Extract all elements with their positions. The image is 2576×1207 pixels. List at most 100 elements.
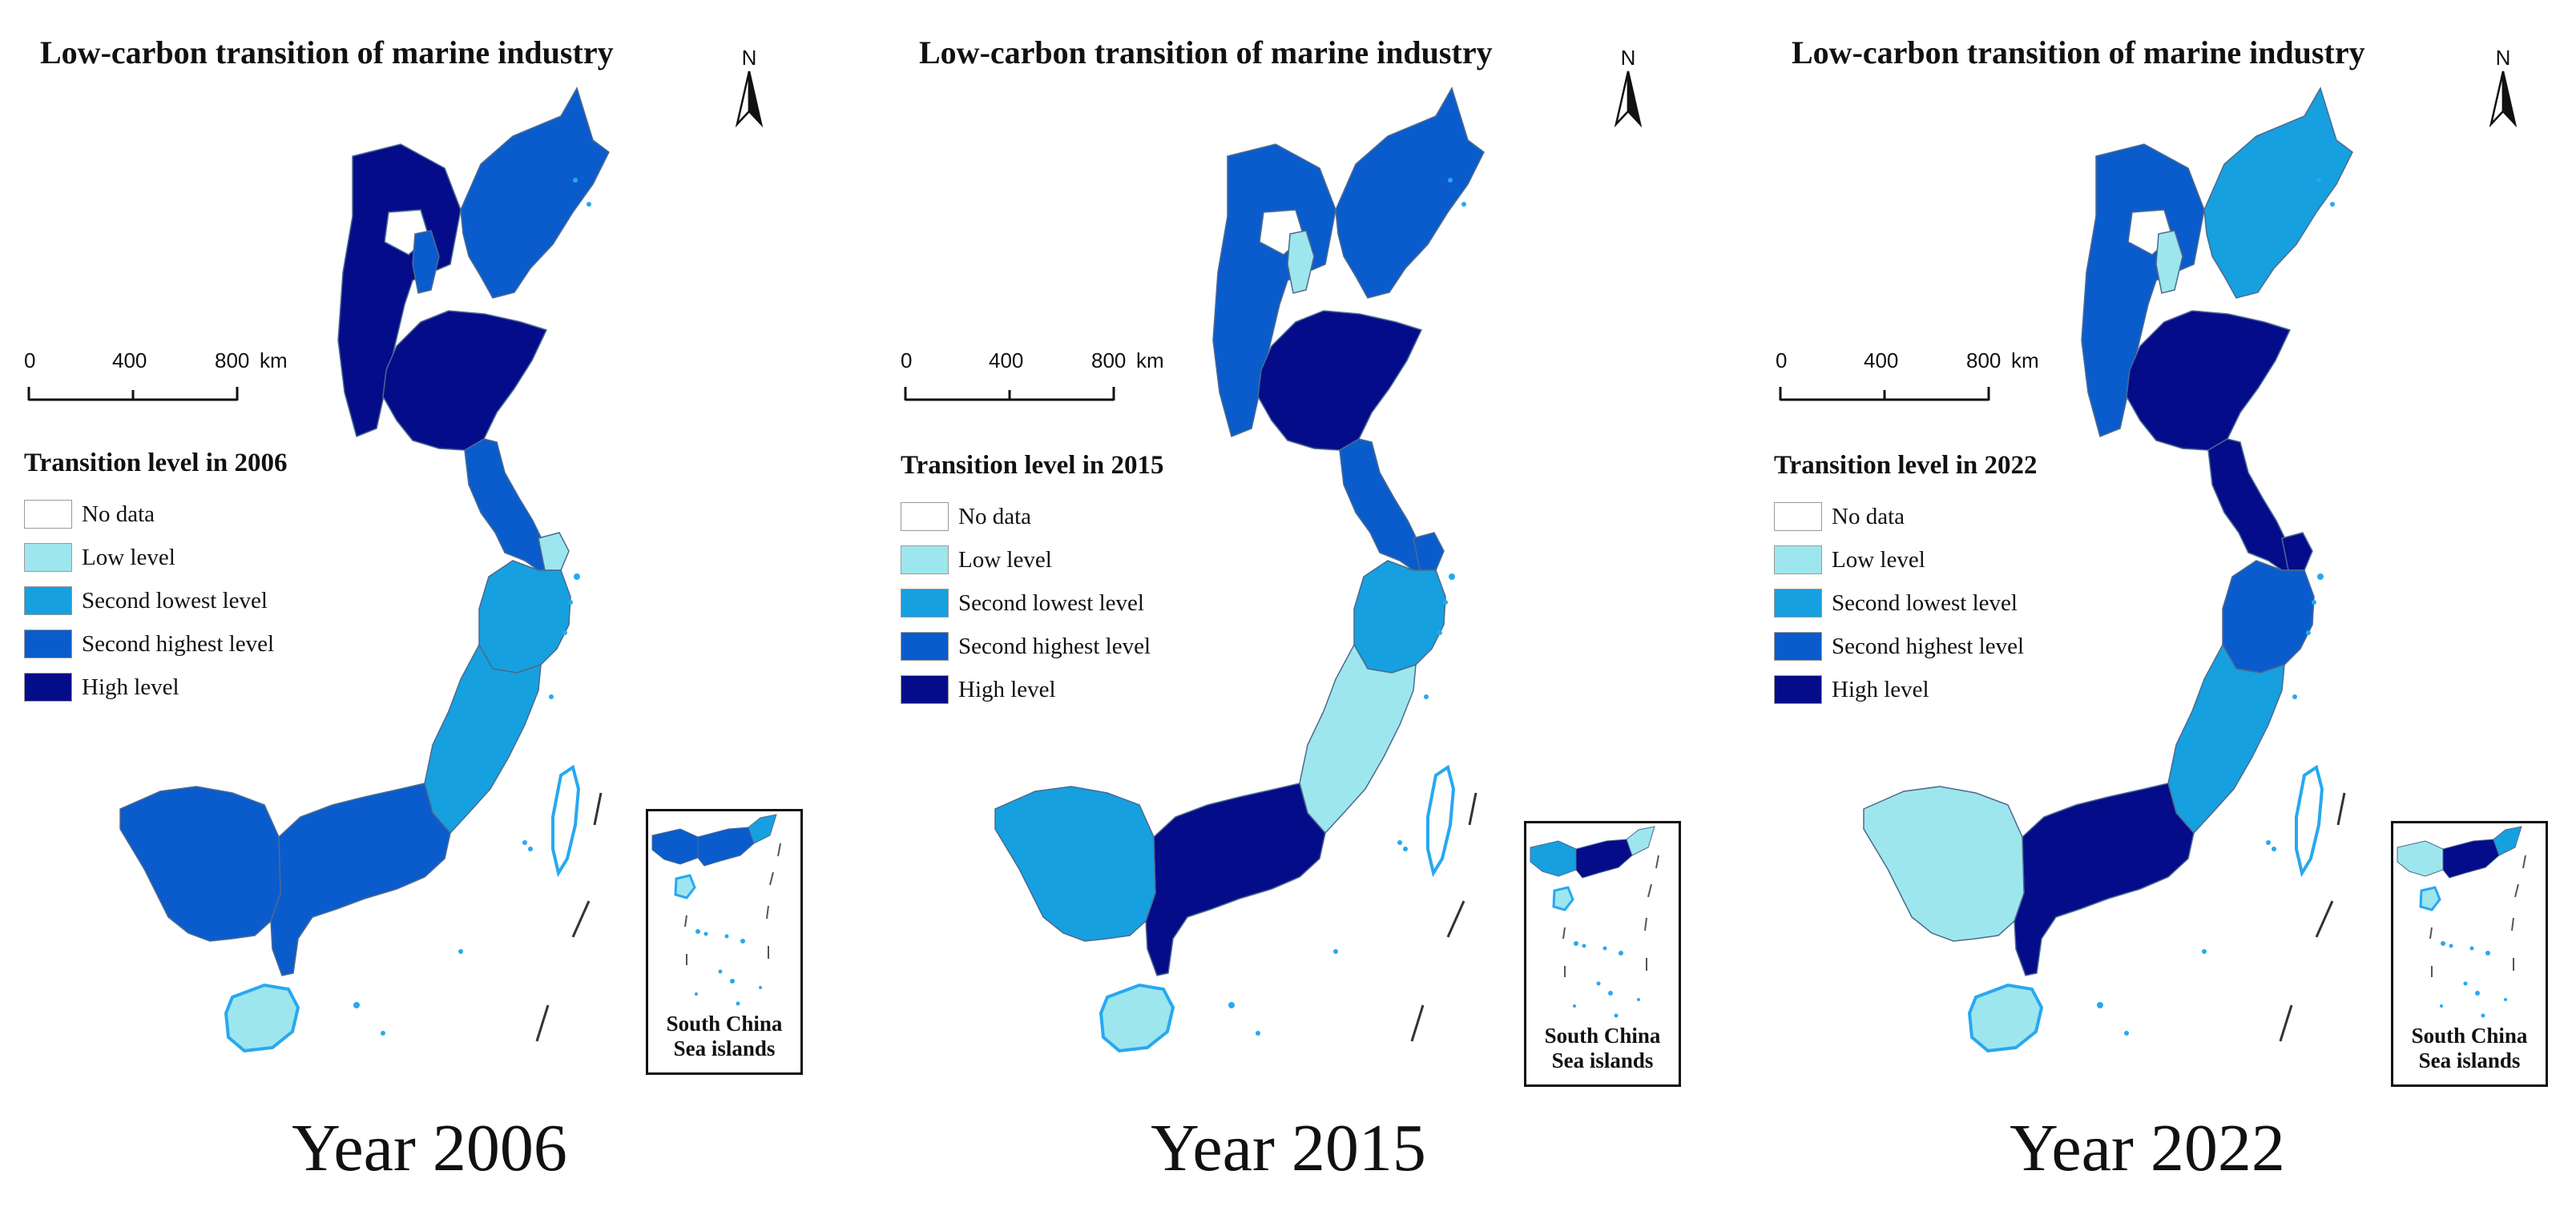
coastal-islets xyxy=(2097,178,2335,1036)
island-taiwan xyxy=(1426,764,1456,878)
legend-swatch xyxy=(901,502,949,531)
inset-guangdong xyxy=(2442,839,2500,879)
legend-label: High level xyxy=(1832,676,1929,702)
legend-label: Low level xyxy=(958,546,1052,573)
province-fujian xyxy=(2167,643,2285,835)
legend-swatch xyxy=(1774,502,1822,531)
legend-title: Transition level in 2015 xyxy=(901,451,1164,480)
maritime-boundary-dashes xyxy=(535,792,603,1042)
province-shandong xyxy=(382,310,548,451)
legend-label: Second lowest level xyxy=(958,589,1144,616)
map-panel-2: Low-carbon transition of marine industry… xyxy=(859,0,1718,1207)
scale-tick-800: 800 xyxy=(1091,348,1127,372)
inset-dashes xyxy=(1562,855,1659,977)
inset-map xyxy=(1530,826,1659,1018)
legend-item-second-lowest: Second lowest level xyxy=(24,579,361,622)
scale-bar: 0 400 800 km xyxy=(1774,348,2062,420)
legend-label: Second lowest level xyxy=(82,587,268,614)
scale-tick-0: 0 xyxy=(901,348,913,372)
legend-item-low: Low level xyxy=(24,536,361,579)
legend-label: Second highest level xyxy=(1832,633,2025,659)
south-china-sea-inset: South China Sea islands xyxy=(2391,821,2548,1087)
legend-item-low: Low level xyxy=(1774,538,2110,581)
north-arrow-icon: N xyxy=(729,44,769,136)
north-label: N xyxy=(742,46,757,70)
province-zhejiang xyxy=(1353,560,1446,674)
scale-bar: 0 400 800 km xyxy=(899,348,1187,420)
scale-ruler xyxy=(27,387,239,401)
legend-swatch xyxy=(901,675,949,704)
province-zhejiang xyxy=(2222,560,2315,674)
maritime-boundary-dashes xyxy=(1410,792,1477,1042)
legend-item-high: High level xyxy=(24,666,361,709)
province-guangxi xyxy=(1863,786,2025,942)
legend-swatch xyxy=(24,500,72,529)
scale-tick-0: 0 xyxy=(24,348,36,372)
province-jiangsu xyxy=(464,438,554,571)
inset-label-line1: South China xyxy=(1544,1023,1661,1048)
legend-label: High level xyxy=(82,674,179,700)
province-liaoning xyxy=(1335,87,1485,299)
scale-tick-400: 400 xyxy=(989,348,1024,372)
province-guangdong xyxy=(270,783,451,976)
legend-label: No data xyxy=(958,503,1031,529)
legend-swatch xyxy=(24,630,72,658)
inset-label: South China Sea islands xyxy=(2393,1024,2546,1073)
legend-item-second-highest: Second highest level xyxy=(24,622,361,666)
scale-tick-800: 800 xyxy=(1966,348,2002,372)
province-zhejiang xyxy=(478,560,571,674)
province-liaoning xyxy=(2203,87,2353,299)
province-liaoning xyxy=(460,87,610,299)
province-tianjin xyxy=(2155,230,2183,294)
legend-item-no-data: No data xyxy=(901,495,1237,538)
map-title: Low-carbon transition of marine industry xyxy=(40,34,614,70)
inset-fujian xyxy=(1626,826,1655,856)
legend-item-high: High level xyxy=(1774,668,2110,711)
inset-label-line2: Sea islands xyxy=(673,1036,776,1060)
north-label: N xyxy=(1621,46,1636,70)
south-china-sea-inset: South China Sea islands xyxy=(1524,821,1681,1087)
map-panel-1: Low-carbon transition of marine industry… xyxy=(0,0,859,1207)
year-caption: Year 2006 xyxy=(292,1111,567,1185)
legend-items: No data Low level Second lowest level Secon… xyxy=(901,495,1237,711)
legend-swatch xyxy=(901,589,949,618)
inset-hainan xyxy=(2419,886,2441,911)
north-arrow-icon: N xyxy=(1608,44,1648,136)
legend-label: No data xyxy=(82,501,155,527)
legend-label: Second highest level xyxy=(958,633,1151,659)
inset-guangxi xyxy=(1530,840,1577,877)
legend-swatch xyxy=(24,586,72,615)
scale-tick-800: 800 xyxy=(215,348,250,372)
legend-swatch xyxy=(24,543,72,572)
legend-item-second-lowest: Second lowest level xyxy=(1774,581,2110,625)
province-shandong xyxy=(2126,310,2292,451)
inset-dashes xyxy=(2429,855,2526,977)
legend-swatch xyxy=(1774,589,1822,618)
scale-tick-400: 400 xyxy=(1864,348,1899,372)
inset-label: South China Sea islands xyxy=(648,1012,800,1061)
legend-label: Second lowest level xyxy=(1832,589,2018,616)
legend-item-low: Low level xyxy=(901,538,1237,581)
inset-hainan xyxy=(1552,886,1574,911)
inset-label-line1: South China xyxy=(666,1011,783,1036)
coastal-islets xyxy=(1228,178,1466,1036)
inset-guangxi xyxy=(2397,840,2444,877)
year-caption: Year 2022 xyxy=(2010,1111,2285,1185)
inset-hainan xyxy=(674,874,696,899)
inset-label-line2: Sea islands xyxy=(2418,1048,2521,1072)
island-taiwan xyxy=(2295,764,2324,878)
legend-items: No data Low level Second lowest level Secon… xyxy=(1774,495,2110,711)
legend-label: Low level xyxy=(82,544,175,570)
province-guangdong xyxy=(2014,783,2195,976)
map-title: Low-carbon transition of marine industry xyxy=(1792,34,2365,70)
province-jiangsu xyxy=(1339,438,1429,571)
island-taiwan xyxy=(551,764,581,878)
coastal-provinces-map xyxy=(119,87,610,1053)
inset-label-line1: South China xyxy=(2411,1023,2528,1048)
map-title: Low-carbon transition of marine industry xyxy=(919,34,1493,70)
scale-unit: km xyxy=(260,348,288,372)
legend-title: Transition level in 2006 xyxy=(24,449,288,477)
maritime-boundary-dashes xyxy=(2279,792,2346,1042)
province-hainan xyxy=(1099,983,1175,1053)
legend-label: High level xyxy=(958,676,1056,702)
